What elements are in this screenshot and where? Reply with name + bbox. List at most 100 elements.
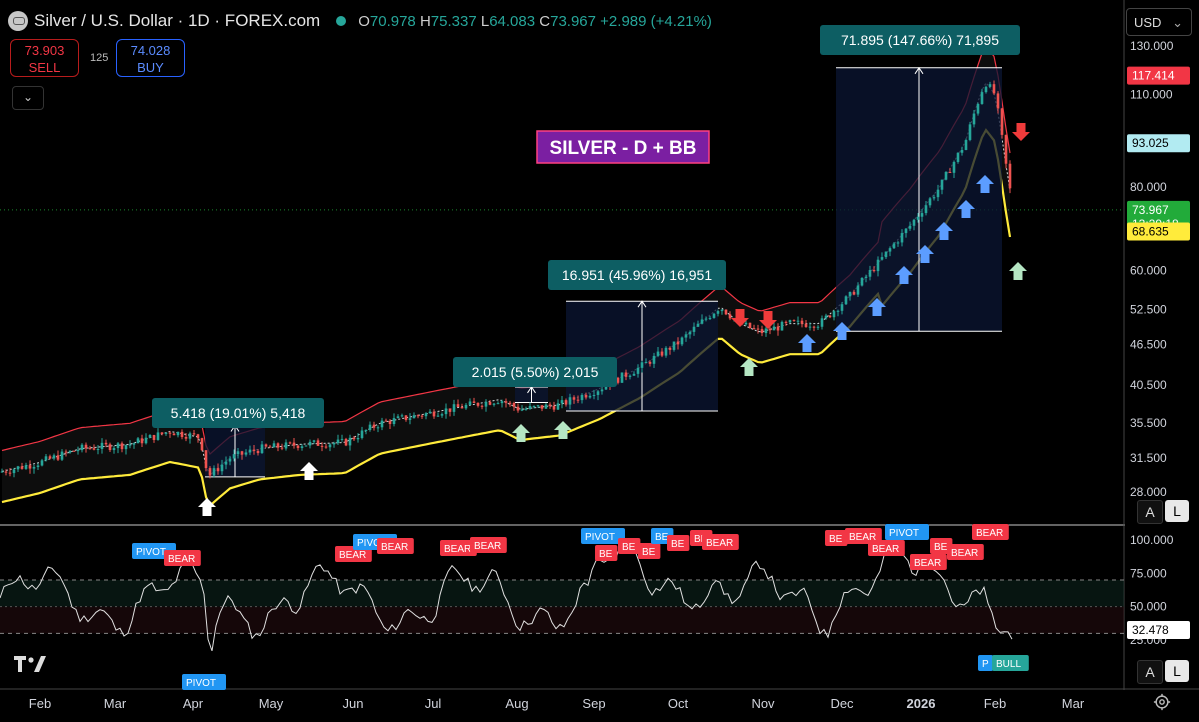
candle: [536, 404, 540, 409]
candle: [404, 415, 408, 422]
candle-body: [900, 233, 904, 243]
candle: [600, 385, 604, 395]
candle-body: [428, 411, 432, 414]
candle-body: [648, 361, 652, 364]
candle-body: [196, 434, 200, 439]
candle-body: [484, 401, 488, 407]
log-scale-button[interactable]: L: [1165, 500, 1189, 522]
osc-bear-tag: BE: [638, 543, 661, 559]
candle: [648, 360, 652, 367]
candle-body: [600, 389, 604, 392]
candle: [1008, 160, 1012, 194]
osc-tag-text: BE: [829, 534, 843, 545]
osc-tag-text: BEAR: [474, 541, 501, 552]
candle-body: [840, 304, 844, 311]
candle-body: [92, 448, 96, 450]
band-fill: [2, 46, 1010, 506]
measure-label-3: 16.951 (45.96%) 16,951: [548, 260, 726, 290]
candle-body: [200, 438, 204, 451]
candle-body: [752, 328, 756, 330]
candle: [112, 446, 116, 454]
candle: [876, 256, 880, 277]
buy-signal-arrow-icon: [895, 266, 913, 284]
candle-body: [264, 444, 268, 447]
candle: [868, 265, 872, 281]
osc-tag-text: PIVOT: [889, 528, 919, 539]
candle: [528, 402, 532, 410]
time-axis-tick: Feb: [984, 696, 1006, 711]
candle: [92, 444, 96, 451]
candle-body: [876, 259, 880, 272]
sell-button[interactable]: 73.903 SELL: [10, 39, 79, 77]
candle-body: [640, 362, 644, 368]
osc-tag-text: PIVOT: [136, 547, 166, 558]
candle: [776, 323, 780, 336]
candle-body: [132, 443, 136, 445]
market-status-icon[interactable]: [336, 16, 347, 26]
candle-body: [1004, 134, 1008, 164]
candle-body: [176, 431, 180, 436]
candle-body: [672, 341, 676, 350]
candle: [248, 445, 252, 456]
candle: [32, 464, 36, 474]
candle: [152, 434, 156, 443]
osc-pivot-tag: PIVOT: [581, 528, 625, 544]
osc-auto-scale-button[interactable]: A: [1137, 660, 1163, 684]
candle: [40, 458, 44, 467]
candle: [56, 450, 60, 461]
osc-log-scale-button[interactable]: L: [1165, 660, 1189, 682]
candle-body: [316, 440, 320, 446]
candle-body: [756, 328, 760, 330]
osc-tag-bg: [978, 655, 994, 671]
candle-body: [572, 397, 576, 400]
candle: [252, 445, 256, 455]
candle: [196, 433, 200, 443]
candle: [84, 442, 88, 453]
candle: [216, 463, 220, 475]
buy-button[interactable]: 74.028 BUY: [116, 39, 185, 77]
symbol-title[interactable]: Silver / U.S. Dollar · 1D · FOREX.com: [34, 11, 321, 30]
candle-body: [292, 442, 296, 446]
candle-body: [216, 468, 220, 472]
candle-body: [524, 408, 528, 410]
osc-tag-text: PIVOT: [186, 678, 216, 689]
candle: [916, 213, 920, 223]
settings-gear-icon[interactable]: [1153, 693, 1171, 711]
candle: [100, 438, 104, 454]
osc-bear-tag: BE: [618, 538, 641, 554]
osc-oversold-zone: [0, 606, 1124, 634]
auto-scale-button[interactable]: A: [1137, 500, 1163, 524]
candle-body: [680, 337, 684, 345]
candle: [400, 413, 404, 418]
candle: [296, 444, 300, 451]
candle-body: [312, 440, 316, 442]
candle-body: [144, 437, 148, 444]
candle: [932, 194, 936, 201]
candle-body: [124, 445, 128, 450]
candle: [456, 399, 460, 408]
candle-body: [992, 84, 996, 94]
candle-body: [712, 313, 716, 318]
candle: [884, 251, 888, 259]
candle: [948, 167, 952, 173]
candle-body: [472, 401, 476, 403]
currency-select[interactable]: USD ⌄: [1126, 8, 1192, 36]
candle: [264, 443, 268, 448]
candle-body: [120, 443, 124, 450]
candle-body: [796, 320, 800, 322]
candle: [204, 450, 208, 472]
price-badge-value: 73.967: [1132, 203, 1169, 217]
candle: [376, 425, 380, 433]
buy-signal-arrow-icon: [798, 334, 816, 352]
measure-label-text: 5.418 (19.01%) 5,418: [171, 405, 306, 421]
collapse-legend-button[interactable]: ⌄: [12, 86, 44, 110]
osc-bear-tag: BEAR: [164, 550, 201, 566]
measure-label-bg: [820, 25, 1020, 55]
osc-tag-bg: [667, 535, 690, 551]
candle-body: [244, 452, 248, 455]
candle: [192, 430, 196, 436]
candle: [960, 146, 964, 156]
candle-body: [620, 372, 624, 383]
candle-body: [960, 149, 964, 153]
